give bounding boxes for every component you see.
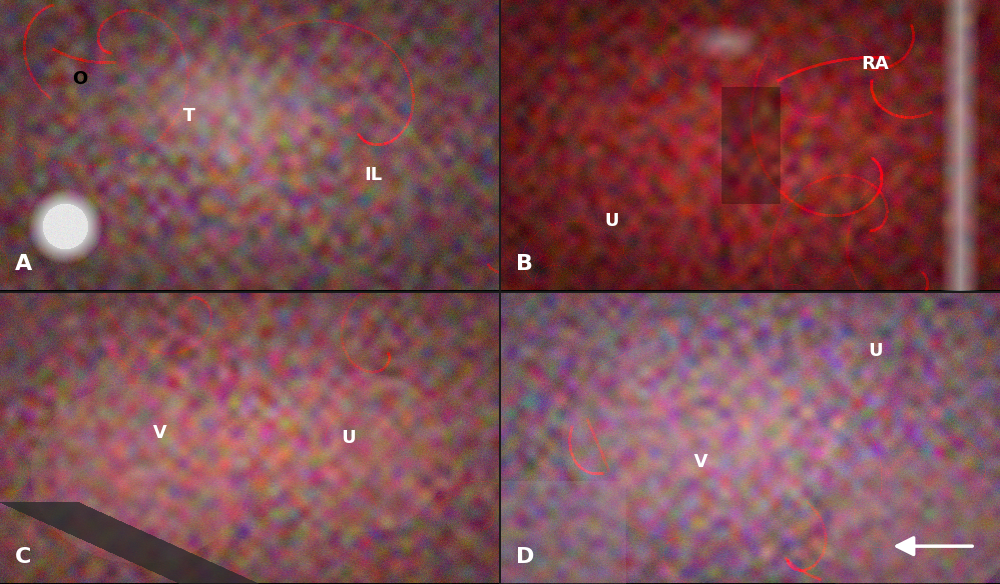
Text: D: D (516, 547, 535, 566)
Text: C: C (15, 547, 31, 566)
Text: U: U (342, 429, 356, 447)
Text: U: U (604, 212, 618, 230)
Text: O: O (72, 69, 87, 88)
Text: V: V (153, 423, 166, 442)
Text: V: V (694, 453, 708, 471)
Text: B: B (516, 253, 533, 274)
Text: IL: IL (365, 166, 383, 184)
Text: U: U (868, 342, 883, 360)
Text: T: T (183, 107, 196, 126)
Text: RA: RA (862, 55, 889, 73)
Text: A: A (15, 253, 32, 274)
